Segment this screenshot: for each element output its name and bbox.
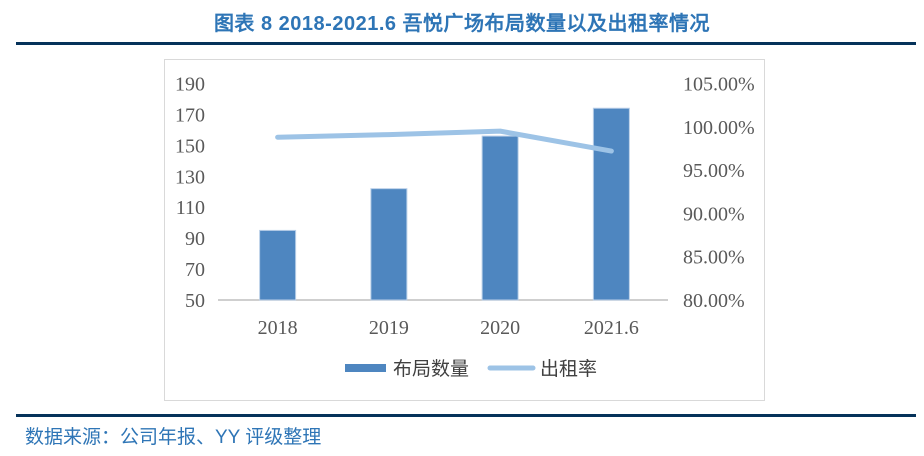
left-axis-tick: 190 — [175, 74, 205, 96]
left-axis-tick: 170 — [175, 104, 205, 126]
data-source: 数据来源：公司年报、YY 评级整理 — [25, 427, 322, 448]
bar-2021.6 — [592, 107, 630, 301]
right-axis-tick: 90.00% — [683, 203, 745, 225]
bottom-divider — [16, 414, 916, 417]
left-axis-tick: 90 — [185, 228, 205, 250]
legend-bar-swatch — [345, 364, 386, 372]
right-axis-tick: 85.00% — [683, 247, 745, 269]
combo-chart: 190 170 150 130 110 90 70 50 105.00% 100.00% 95.00… — [175, 74, 755, 381]
x-category-label: 2020 — [480, 317, 520, 339]
chart-area: 190 170 150 130 110 90 70 50 105.00% 100.00% 95.00… — [164, 59, 765, 401]
legend-label-line: 出租率 — [540, 358, 597, 380]
right-axis-tick: 100.00% — [683, 117, 755, 139]
left-axis-tick: 130 — [175, 166, 205, 188]
legend-label-bars: 布局数量 — [393, 358, 469, 380]
right-axis-tick: 80.00% — [683, 290, 745, 312]
bar-2020 — [481, 135, 519, 301]
top-divider — [16, 42, 916, 45]
left-axis-tick: 110 — [176, 197, 205, 219]
x-category-label: 2021.6 — [584, 317, 639, 339]
bar-2019 — [370, 188, 408, 301]
occupancy-rate-line — [275, 128, 614, 154]
right-axis-tick: 105.00% — [683, 74, 755, 96]
bar-2018 — [259, 229, 297, 301]
figure-title: 图表 8 2018-2021.6 吾悦广场布局数量以及出租率情况 — [213, 13, 711, 35]
left-axis-tick: 150 — [175, 135, 205, 157]
left-axis-tick: 50 — [185, 290, 205, 312]
right-axis-tick: 95.00% — [683, 160, 745, 182]
x-category-label: 2019 — [369, 317, 409, 339]
left-axis-tick: 70 — [185, 259, 205, 281]
x-category-label: 2018 — [258, 317, 298, 339]
